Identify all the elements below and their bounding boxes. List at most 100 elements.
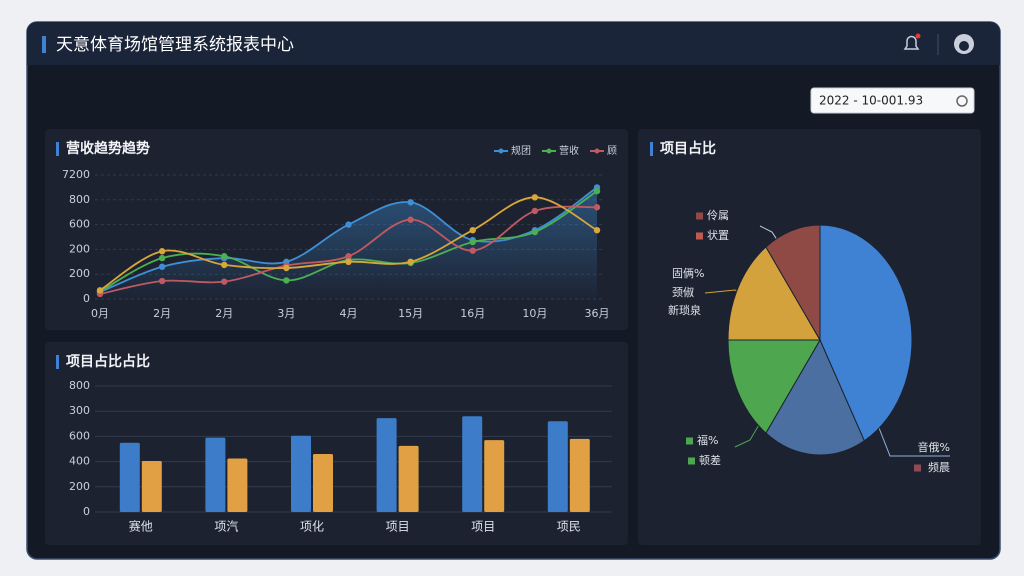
point — [407, 199, 414, 206]
x-tick-label: 0月 — [91, 307, 109, 320]
y-tick-label: 800 — [69, 379, 90, 392]
y-tick-label: 200 — [69, 242, 90, 255]
bar — [569, 438, 590, 512]
x-tick-label: 4月 — [340, 307, 358, 320]
y-tick-label: 0 — [83, 505, 90, 518]
y-tick-label: 600 — [69, 429, 90, 442]
x-tick-label: 36月 — [585, 307, 610, 320]
y-tick-label: 400 — [69, 455, 90, 468]
y-tick-label: 0 — [83, 292, 90, 305]
point — [345, 253, 352, 260]
bar — [205, 437, 226, 512]
point — [221, 261, 228, 269]
avatar[interactable] — [954, 34, 974, 54]
y-tick-label: 600 — [69, 218, 90, 231]
point — [283, 277, 290, 284]
pie-slice — [727, 339, 821, 434]
pie-label: 固俩% — [672, 267, 704, 280]
date-picker[interactable] — [810, 87, 975, 114]
point — [96, 287, 104, 294]
bar — [398, 445, 419, 512]
point — [158, 263, 166, 270]
point — [469, 238, 476, 246]
x-tick-label: 项汽 — [214, 519, 238, 534]
y-tick-label: 200 — [69, 480, 90, 493]
label-swatch — [688, 457, 695, 465]
y-tick-label: 300 — [69, 404, 90, 417]
point — [283, 264, 290, 272]
pie-slice — [765, 224, 821, 342]
legend-label: 营收 — [559, 144, 579, 157]
point — [345, 258, 352, 265]
point — [531, 228, 539, 236]
label-swatch — [696, 232, 703, 240]
y-tick-label: 200 — [69, 267, 90, 280]
panel-title: 项目占比 — [660, 140, 716, 157]
x-tick-label: 项目 — [471, 520, 495, 534]
bar — [547, 421, 568, 512]
accent — [42, 36, 46, 53]
y-tick-label: 800 — [69, 193, 90, 206]
bar — [119, 442, 140, 512]
legend-label: 规团 — [511, 144, 531, 157]
accent — [56, 142, 59, 156]
pie-label: 音俄% — [918, 440, 950, 454]
bar — [227, 458, 248, 512]
panel-title: 项目占比占比 — [66, 353, 150, 370]
bar — [462, 416, 483, 512]
point — [158, 254, 166, 262]
panel-title: 营收趋势趋势 — [66, 140, 150, 157]
clock-icon — [956, 95, 968, 107]
pie-label: 状置 — [707, 228, 729, 242]
bell-icon[interactable] — [903, 33, 921, 50]
pie-label: 频晨 — [928, 460, 950, 474]
area — [100, 187, 597, 299]
label-swatch — [696, 212, 703, 220]
bar — [376, 418, 397, 512]
label-swatch — [686, 437, 693, 445]
x-tick-label: 项民 — [557, 520, 581, 534]
date-text: 2022 - 10-001.93 — [819, 94, 923, 108]
x-tick-label: 3月 — [277, 307, 295, 320]
point — [158, 248, 166, 255]
x-tick-label: 项化 — [300, 520, 324, 534]
x-tick-label: 项目 — [386, 520, 410, 534]
pie-slice — [727, 246, 821, 341]
pie-label: 新琐泉 — [668, 303, 701, 317]
pie-label: 颈俶 — [672, 286, 694, 299]
accent — [56, 355, 59, 369]
x-tick-label: 10月 — [522, 307, 547, 320]
point — [531, 194, 539, 201]
x-tick-label: 2月 — [215, 307, 233, 320]
point — [593, 204, 601, 211]
point — [407, 216, 414, 223]
x-tick-label: 2月 — [153, 307, 171, 320]
pie-label: 伶属 — [707, 209, 729, 222]
legend-label: 顾 — [607, 145, 617, 157]
pie-label: 福% — [697, 433, 718, 447]
pie-slice — [765, 338, 865, 456]
x-tick-label: 16月 — [460, 307, 485, 320]
point — [221, 278, 228, 285]
bar — [141, 460, 162, 512]
pie-label: 顿差 — [699, 453, 721, 467]
x-tick-label: 15月 — [398, 307, 423, 320]
point — [407, 258, 414, 265]
point — [531, 207, 539, 215]
x-tick-label: 赛他 — [129, 519, 153, 534]
point — [345, 221, 352, 228]
point — [469, 226, 476, 234]
legend-swatch — [546, 148, 552, 154]
panel — [45, 342, 628, 545]
point — [593, 226, 601, 234]
y-tick-label: 7200 — [62, 168, 90, 181]
point — [593, 187, 601, 195]
label-swatch — [914, 464, 921, 472]
accent — [650, 142, 653, 156]
legend-swatch — [594, 148, 600, 154]
legend-swatch — [498, 148, 504, 154]
header-bar — [27, 22, 1000, 65]
point — [158, 277, 166, 285]
